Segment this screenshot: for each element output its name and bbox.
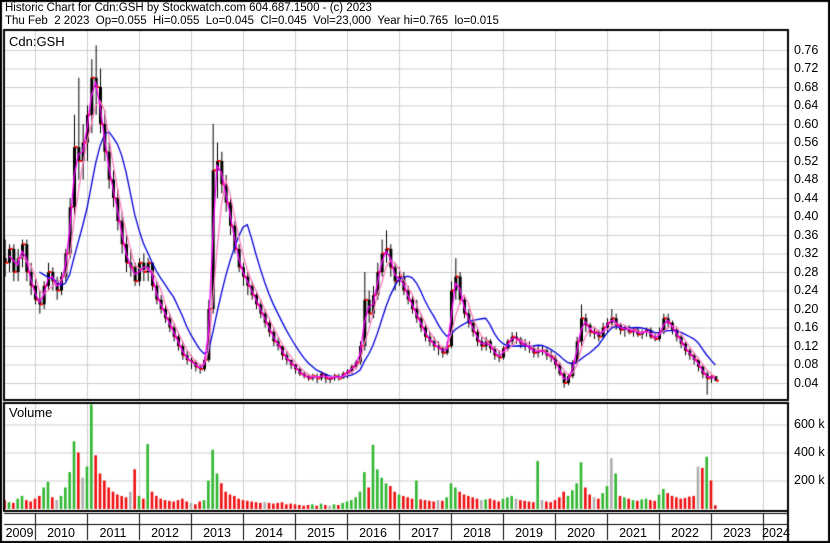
year-label: 2017 (411, 525, 439, 540)
volume-tick-label: 600 k (794, 417, 825, 431)
quote-line: Thu Feb 2 2023 Op=0.055 Hi=0.055 Lo=0.04… (5, 15, 499, 27)
symbol-label: Cdn:GSH (9, 34, 65, 49)
year-label: 2018 (463, 525, 491, 540)
year-label: 2021 (619, 525, 647, 540)
chart-title: Historic Chart for Cdn:GSH by Stockwatch… (5, 2, 372, 14)
year-label: 2014 (255, 525, 283, 540)
price-tick-label: 0.48 (794, 172, 819, 186)
price-tick-label: 0.32 (794, 246, 819, 260)
year-label: 2019 (515, 525, 543, 540)
volume-tick-label: 200 k (794, 473, 825, 487)
price-tick-label: 0.24 (794, 283, 819, 297)
year-label: 2022 (671, 525, 699, 540)
year-label: 2015 (307, 525, 335, 540)
price-tick-label: 0.64 (794, 98, 819, 112)
price-tick-label: 0.20 (794, 301, 819, 316)
year-label: 2023 (723, 525, 751, 540)
price-tick-label: 0.16 (794, 320, 819, 334)
year-label: 2020 (567, 525, 595, 540)
year-label: 2011 (99, 525, 127, 540)
price-tick-label: 0.44 (794, 190, 819, 205)
price-tick-label: 0.08 (794, 357, 819, 371)
price-tick-label: 0.40 (794, 209, 819, 223)
price-tick-label: 0.72 (794, 61, 819, 75)
volume-tick-label: 400 k (794, 445, 825, 459)
year-label: 2013 (203, 525, 231, 540)
price-tick-label: 0.36 (794, 227, 819, 242)
price-tick-label: 0.28 (794, 264, 819, 279)
year-label: 2010 (47, 525, 75, 540)
year-label: 2009 (5, 525, 34, 540)
price-tick-label: 0.76 (794, 42, 819, 57)
price-tick-label: 0.68 (794, 79, 819, 94)
price-tick-label: 0.60 (794, 116, 819, 131)
price-tick-label: 0.52 (794, 153, 819, 168)
price-tick-label: 0.56 (794, 135, 819, 149)
year-label: 2012 (151, 525, 179, 540)
year-label: 2016 (359, 525, 387, 540)
volume-pane-label: Volume (9, 405, 53, 420)
year-label: 2024 (762, 525, 790, 540)
price-tick-label: 0.12 (794, 338, 819, 353)
price-tick-label: 0.04 (794, 375, 819, 390)
